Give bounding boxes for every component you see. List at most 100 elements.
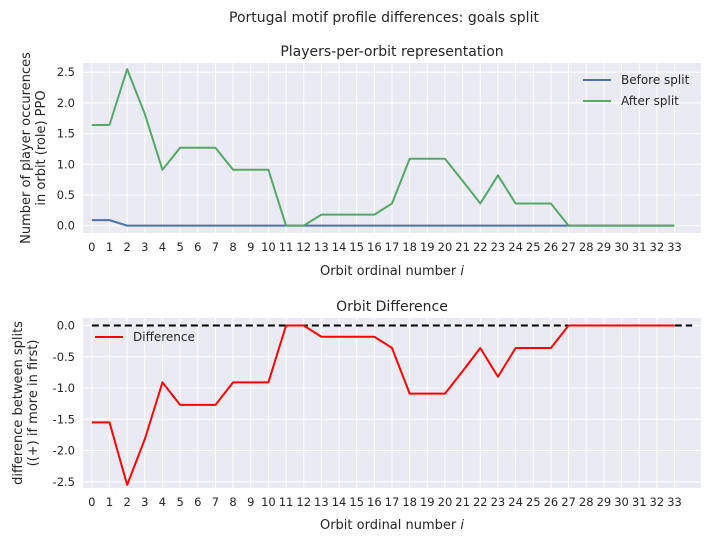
y-axis-label-line: ((+) if more in first) xyxy=(26,340,41,467)
x-tick-label: 24 xyxy=(508,495,523,509)
x-tick-label: 17 xyxy=(385,240,400,254)
y-tick-label: 2.0 xyxy=(57,96,75,110)
x-tick-label: 29 xyxy=(597,495,612,509)
x-tick-label: 2 xyxy=(123,495,130,509)
x-tick-label: 30 xyxy=(614,495,629,509)
x-tick-label: 23 xyxy=(491,240,506,254)
x-tick-label: 14 xyxy=(332,240,347,254)
y-tick-label: -0.5 xyxy=(53,350,75,364)
x-tick-label: 25 xyxy=(526,240,541,254)
x-axis-label-text: Orbit ordinal number xyxy=(320,518,460,533)
legend: Before split After split xyxy=(583,73,690,108)
x-tick-label: 31 xyxy=(632,240,647,254)
x-tick-label: 26 xyxy=(544,240,559,254)
y-axis-label-line: Number of player occurences xyxy=(19,52,34,244)
x-tick-label: 9 xyxy=(247,240,254,254)
x-tick-label: 3 xyxy=(141,495,148,509)
x-axis-label-variable: i xyxy=(460,264,464,279)
y-tick-label: 0.0 xyxy=(57,319,75,333)
x-tick-label: 2 xyxy=(123,240,130,254)
y-axis-label: difference between splits((+) if more in… xyxy=(11,321,41,485)
y-axis-label: Number of player occurencesin orbit (rol… xyxy=(19,52,49,244)
chart-title: Players-per-orbit representation xyxy=(280,44,503,60)
y-tick-label: 0.5 xyxy=(57,188,75,202)
x-tick-label: 20 xyxy=(438,240,453,254)
x-tick-label: 15 xyxy=(349,240,364,254)
x-tick-label: 1 xyxy=(106,240,113,254)
x-tick-label: 15 xyxy=(349,495,364,509)
y-tick-label: -1.5 xyxy=(53,412,75,426)
x-tick-label: 3 xyxy=(141,240,148,254)
x-tick-label: 18 xyxy=(402,495,417,509)
series-line xyxy=(91,68,675,227)
x-tick-label: 32 xyxy=(650,240,665,254)
x-tick-label: 27 xyxy=(561,240,576,254)
x-tick-label: 11 xyxy=(279,240,294,254)
x-tick-label: 21 xyxy=(455,240,470,254)
x-tick-label: 16 xyxy=(367,240,382,254)
x-tick-label: 0 xyxy=(88,240,95,254)
x-tick-label: 7 xyxy=(212,240,219,254)
chart-title: Orbit Difference xyxy=(336,299,448,315)
x-tick-label: 29 xyxy=(597,240,612,254)
x-tick-label: 26 xyxy=(544,495,559,509)
legend-label: After split xyxy=(621,94,679,108)
x-tick-label: 13 xyxy=(314,240,329,254)
x-tick-label: 28 xyxy=(579,495,594,509)
x-axis-label: Orbit ordinal number i xyxy=(320,264,464,279)
x-tick-label: 25 xyxy=(526,495,541,509)
x-tick-label: 30 xyxy=(614,240,629,254)
x-tick-label: 13 xyxy=(314,495,329,509)
x-axis-label-text: Orbit ordinal number xyxy=(320,264,460,279)
x-tick-label: 12 xyxy=(296,240,311,254)
x-tick-label: 31 xyxy=(632,495,647,509)
series-line xyxy=(91,324,675,486)
y-tick-label: -2.0 xyxy=(53,444,75,458)
x-tick-label: 8 xyxy=(229,495,236,509)
y-axis-label-line: in orbit (role) PPO xyxy=(34,90,49,205)
x-axis-label: Orbit ordinal number i xyxy=(320,518,464,533)
x-tick-label: 17 xyxy=(385,495,400,509)
x-tick-label: 5 xyxy=(176,240,183,254)
x-tick-label: 10 xyxy=(261,495,276,509)
figure-title: Portugal motif profile differences: goal… xyxy=(229,10,539,26)
x-tick-label: 18 xyxy=(402,240,417,254)
difference-chart: 0 1 2 3 4 5 6 7 8 9 10 11 12 13 14 15 16 17 18 19 20 21 22 23 24… xyxy=(11,299,701,533)
x-axis-label-variable: i xyxy=(460,518,464,533)
ppo-chart: 0 1 2 3 4 5 6 7 8 9 10 11 12 13 14 15 16 17 18 19 20 21 22 23 24… xyxy=(19,44,701,279)
x-tick-label: 22 xyxy=(473,495,488,509)
x-tick-label: 22 xyxy=(473,240,488,254)
x-tick-label: 1 xyxy=(106,495,113,509)
y-tick-label: 1.0 xyxy=(57,157,75,171)
x-tick-label: 21 xyxy=(455,495,470,509)
y-tick-label: -2.5 xyxy=(53,475,75,489)
x-tick-label: 19 xyxy=(420,495,435,509)
x-tick-label: 27 xyxy=(561,495,576,509)
x-tick-label: 32 xyxy=(650,495,665,509)
y-tick-label: 2.5 xyxy=(57,65,75,79)
y-tick-label: -1.0 xyxy=(53,381,75,395)
legend: Difference xyxy=(95,330,195,344)
x-tick-label: 0 xyxy=(88,495,95,509)
x-tick-label: 6 xyxy=(194,240,201,254)
x-tick-label: 4 xyxy=(159,240,166,254)
legend-label: Difference xyxy=(133,330,195,344)
x-tick-label: 16 xyxy=(367,495,382,509)
x-tick-label: 28 xyxy=(579,240,594,254)
x-tick-label: 8 xyxy=(229,240,236,254)
x-tick-label: 19 xyxy=(420,240,435,254)
x-tick-label: 11 xyxy=(279,495,294,509)
x-tick-label: 33 xyxy=(667,240,682,254)
x-tick-label: 7 xyxy=(212,495,219,509)
x-tick-label: 12 xyxy=(296,495,311,509)
x-tick-label: 23 xyxy=(491,495,506,509)
x-tick-label: 4 xyxy=(159,495,166,509)
x-tick-label: 10 xyxy=(261,240,276,254)
y-tick-label: 1.5 xyxy=(57,127,75,141)
x-tick-label: 6 xyxy=(194,495,201,509)
x-tick-label: 33 xyxy=(667,495,682,509)
legend-label: Before split xyxy=(621,73,690,87)
x-tick-label: 9 xyxy=(247,495,254,509)
x-tick-label: 24 xyxy=(508,240,523,254)
